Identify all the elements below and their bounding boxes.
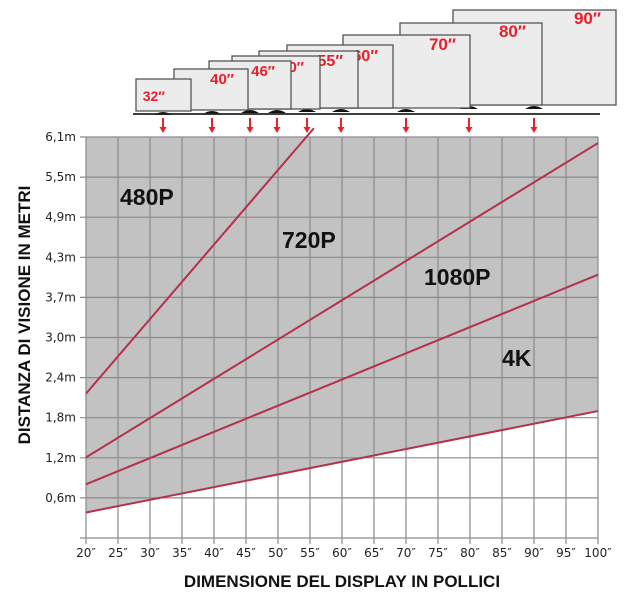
x-tick-label: 55″ xyxy=(300,546,320,560)
y-tick-label: 5,5m xyxy=(45,170,76,184)
y-tick-label: 4,9m xyxy=(45,210,76,224)
x-tick-label: 90″ xyxy=(524,546,544,560)
tv-screen-icon xyxy=(135,78,192,112)
x-tick-label: 35″ xyxy=(172,546,192,560)
series-line-480p xyxy=(85,127,315,395)
x-tick-label: 65″ xyxy=(364,546,384,560)
tv-stand-icon xyxy=(241,110,259,113)
tv-size-label: 40″ xyxy=(210,71,234,88)
plot-area: 480P 720P 1080P 4K xyxy=(80,127,599,544)
y-tick-label: 3,7m xyxy=(45,290,76,304)
y-axis-ticks: 0,6m 1,2m 1,8m 2,4m 3,0m 3,7m 4,3m 4,9m 5,5m 6,1m xyxy=(45,130,76,505)
tv-size-label: 32″ xyxy=(143,88,166,104)
x-tick-label: 70″ xyxy=(396,546,416,560)
arrow-head-icon xyxy=(208,127,216,133)
y-tick-label: 3,0m xyxy=(45,331,76,345)
tv-size-label: 80″ xyxy=(499,22,526,41)
tv-stand-icon xyxy=(525,106,543,109)
zone-label-4k: 4K xyxy=(502,345,532,371)
tv-size-illustrations: 90″80″70″60″55″50″46″40″32″ xyxy=(133,9,617,115)
tv-size-label: 60″ xyxy=(353,48,379,65)
x-tick-label: 60″ xyxy=(332,546,352,560)
y-axis-title: DISTANZA DI VISIONE IN METRI xyxy=(15,186,34,445)
series-line-1080p xyxy=(85,273,599,486)
y-tick-label: 1,2m xyxy=(45,451,76,465)
x-tick-label: 100″ xyxy=(584,546,612,560)
y-tick-label: 4,3m xyxy=(45,250,76,264)
series-line-720p xyxy=(85,142,599,459)
series-line-4k xyxy=(85,410,599,514)
arrow-head-icon xyxy=(465,127,473,133)
y-tick-label: 0,6m xyxy=(45,491,76,505)
x-tick-label: 75″ xyxy=(428,546,448,560)
x-axis-ticks: 20″ 25″ 30″ 35″ 40″ 45″ 50″ 55″ 60″ 65″ 70″ 75″ 80″ 8… xyxy=(76,546,612,560)
tv-size-label: 70″ xyxy=(429,35,456,54)
arrow-head-icon xyxy=(273,127,281,133)
x-axis-title: DIMENSIONE DEL DISPLAY IN POLLICI xyxy=(184,572,500,591)
zone-label-1080p: 1080P xyxy=(424,264,491,290)
x-tick-label: 95″ xyxy=(556,546,576,560)
y-tick-label: 2,4m xyxy=(45,371,76,385)
zone-label-720p: 720P xyxy=(282,227,336,253)
x-tick-label: 30″ xyxy=(140,546,160,560)
tv-stand-icon xyxy=(268,110,286,113)
tv-stand-icon xyxy=(332,109,350,112)
x-tick-label: 80″ xyxy=(460,546,480,560)
tv-stand-icon xyxy=(298,109,316,112)
tv-stand-icon xyxy=(397,109,415,112)
tv-0: 32″ xyxy=(135,78,192,115)
arrow-head-icon xyxy=(303,127,311,133)
tv-size-label: 46″ xyxy=(251,63,275,80)
zone-label-480p: 480P xyxy=(120,184,174,210)
x-tick-label: 85″ xyxy=(492,546,512,560)
tv-size-label: 55″ xyxy=(318,53,344,70)
arrow-head-icon xyxy=(530,127,538,133)
tv-size-label: 90″ xyxy=(574,9,601,28)
tv-size-arrows xyxy=(159,118,538,133)
arrow-head-icon xyxy=(337,127,345,133)
x-tick-label: 40″ xyxy=(204,546,224,560)
x-tick-label: 50″ xyxy=(268,546,288,560)
x-tick-label: 25″ xyxy=(108,546,128,560)
arrow-head-icon xyxy=(402,127,410,133)
x-tick-label: 20″ xyxy=(76,546,96,560)
y-tick-label: 1,8m xyxy=(45,411,76,425)
y-tick-label: 6,1m xyxy=(45,130,76,144)
x-tick-label: 45″ xyxy=(236,546,256,560)
arrow-head-icon xyxy=(159,127,167,133)
arrow-head-icon xyxy=(246,127,254,133)
